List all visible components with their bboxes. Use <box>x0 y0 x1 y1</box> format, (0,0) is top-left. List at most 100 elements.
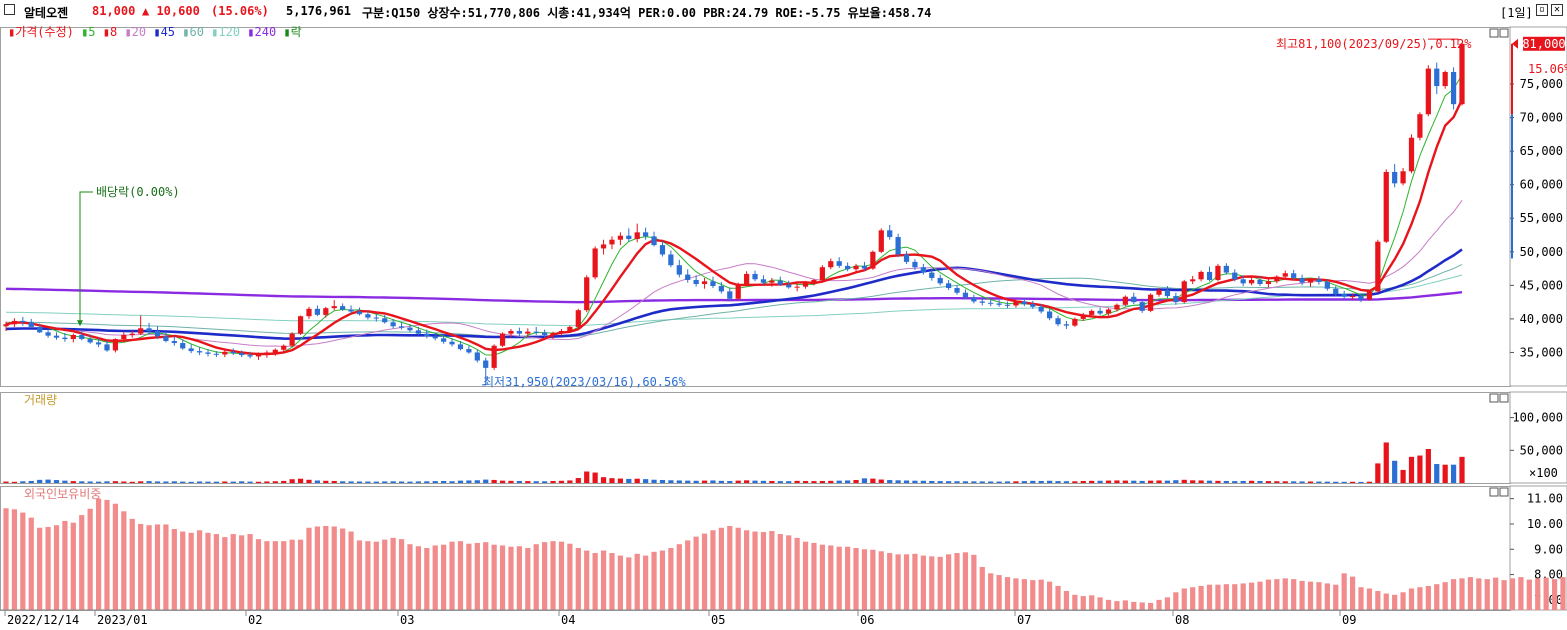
foreign-ratio-bar <box>1105 599 1112 610</box>
legend-item[interactable]: ▮120 <box>204 25 240 39</box>
volume-bar <box>281 480 287 483</box>
close-icon[interactable]: ✕ <box>1551 4 1563 16</box>
candle-body <box>1324 281 1330 289</box>
foreign-ratio-bar <box>1173 592 1179 610</box>
volume-bar <box>121 481 127 483</box>
volume-bar <box>1198 480 1204 483</box>
foreign-ratio-bar <box>979 566 985 610</box>
foreign-ratio-bar <box>1551 579 1558 610</box>
foreign-ratio-bar <box>1341 573 1347 610</box>
legend-item[interactable]: ▮8 <box>96 25 118 39</box>
foreign-ratio-bar <box>1030 580 1036 610</box>
foreign-ratio-bar <box>575 548 581 610</box>
foreign-ratio-bar <box>508 546 514 610</box>
foreign-ratio-bar <box>138 523 144 610</box>
foreign-ratio-bar <box>1232 584 1238 610</box>
foreign-ratio-bar <box>1089 595 1095 610</box>
foreign-ratio-bar <box>79 515 85 610</box>
foreign-ratio-bar <box>744 530 750 610</box>
foreign-ratio-bar <box>946 554 952 610</box>
volume-bar <box>407 481 413 483</box>
candle-body <box>525 331 531 334</box>
volume-bar <box>786 481 792 483</box>
foreign-ratio-bar <box>146 525 152 610</box>
foreign-ratio-bar <box>11 509 18 610</box>
price-tick-label: 50,000 <box>1520 245 1563 259</box>
foreign-ratio-bar <box>281 541 287 610</box>
volume-bar <box>1375 463 1381 483</box>
legend-item[interactable]: ▮45 <box>146 25 175 39</box>
current-price-pct: 15.06% <box>1528 62 1567 76</box>
volume-bar <box>887 480 893 483</box>
foreign-ratio-bar <box>988 573 994 610</box>
foreign-ratio-bar <box>1526 579 1532 610</box>
candle-body <box>1240 279 1246 284</box>
foreign-ratio-bar <box>104 499 110 610</box>
candle-body <box>1114 304 1120 310</box>
foreign-tick-label: 9.00 <box>1534 542 1563 556</box>
candle-body <box>457 344 464 350</box>
foreign-ratio-bar <box>609 553 615 610</box>
foreign-ratio-bar <box>1434 584 1440 610</box>
candle-body <box>533 331 539 333</box>
foreign-ratio-bar <box>937 556 943 610</box>
volume-bar <box>1089 480 1095 483</box>
select-checkbox[interactable] <box>4 4 15 15</box>
foreign-ratio-bar <box>289 539 295 610</box>
foreign-ratio-bar <box>853 548 859 610</box>
foreign-ratio-bar <box>1459 578 1465 610</box>
volume-bar <box>331 480 337 483</box>
candle-body <box>1013 301 1019 306</box>
legend-item[interactable]: ▮20 <box>117 25 146 39</box>
candle-body <box>920 267 926 273</box>
foreign-ratio-bar <box>1147 602 1154 610</box>
foreign-ratio-bar <box>331 526 337 610</box>
ma45-line <box>5 248 1463 341</box>
x-axis-label: 2023/01 <box>97 613 148 627</box>
restore-icon[interactable]: ▫ <box>1536 4 1548 16</box>
legend-item[interactable]: ▮가격(수정) <box>8 25 74 39</box>
foreign-ratio-bar <box>1400 592 1406 610</box>
volume-bar <box>1450 464 1457 483</box>
candle-body <box>432 336 438 339</box>
foreign-ratio-bar <box>836 546 842 610</box>
volume-bar <box>760 480 767 483</box>
candle-body <box>1349 296 1356 298</box>
period-selector[interactable]: [1일] <box>1500 6 1533 20</box>
foreign-ratio-bar <box>954 553 960 610</box>
foreign-ratio-bar <box>1038 579 1044 610</box>
foreign-ratio-bar <box>558 541 565 610</box>
candle-body <box>1004 304 1011 306</box>
chart-canvas[interactable]: 75,000 70,000 65,000 60,000 55,000 50,000 45,0… <box>0 22 1567 630</box>
foreign-ratio-bar <box>550 541 556 610</box>
foreign-panel-title: 외국인보유비중 <box>24 487 101 501</box>
foreign-ratio-bar <box>710 530 716 610</box>
volume-bar <box>340 481 346 483</box>
volume-bar <box>1114 480 1120 483</box>
foreign-ratio-bar <box>1139 602 1145 610</box>
foreign-ratio-bar <box>845 546 851 610</box>
volume-bar <box>811 481 817 483</box>
candle-body <box>971 297 977 302</box>
legend-item[interactable]: ▮60 <box>175 25 204 39</box>
legend-item[interactable]: ▮5 <box>74 25 96 39</box>
legend-item[interactable]: ▮락 <box>276 25 302 39</box>
volume-bar <box>1240 480 1246 483</box>
foreign-ratio-bar <box>777 534 783 610</box>
candle-body <box>752 273 758 280</box>
price-tick-label: 75,000 <box>1520 77 1563 91</box>
foreign-ratio-bar <box>878 551 884 610</box>
foreign-ratio-bar <box>1223 584 1229 610</box>
foreign-ratio-bar <box>1383 593 1389 610</box>
volume-bar <box>600 477 607 483</box>
panel-close-icon <box>1499 393 1509 403</box>
foreign-ratio-bar <box>600 550 607 610</box>
volume-bar <box>979 481 985 483</box>
candle-body <box>685 274 691 280</box>
candle-body <box>1206 271 1213 280</box>
stock-name[interactable]: 알테오젠 <box>24 6 69 20</box>
legend-item[interactable]: ▮240 <box>240 25 276 39</box>
volume-bar <box>196 481 203 483</box>
low-annotation: 최저31,950(2023/03/16),60.56% <box>483 375 686 389</box>
volume-bar <box>1181 479 1187 483</box>
